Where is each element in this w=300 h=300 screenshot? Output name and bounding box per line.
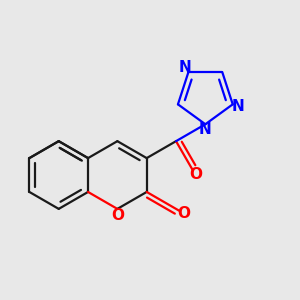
Text: O: O [177, 206, 190, 221]
Text: O: O [189, 167, 202, 182]
Text: O: O [111, 208, 124, 223]
Text: N: N [199, 122, 212, 137]
Text: N: N [232, 99, 245, 114]
Text: N: N [178, 60, 191, 75]
